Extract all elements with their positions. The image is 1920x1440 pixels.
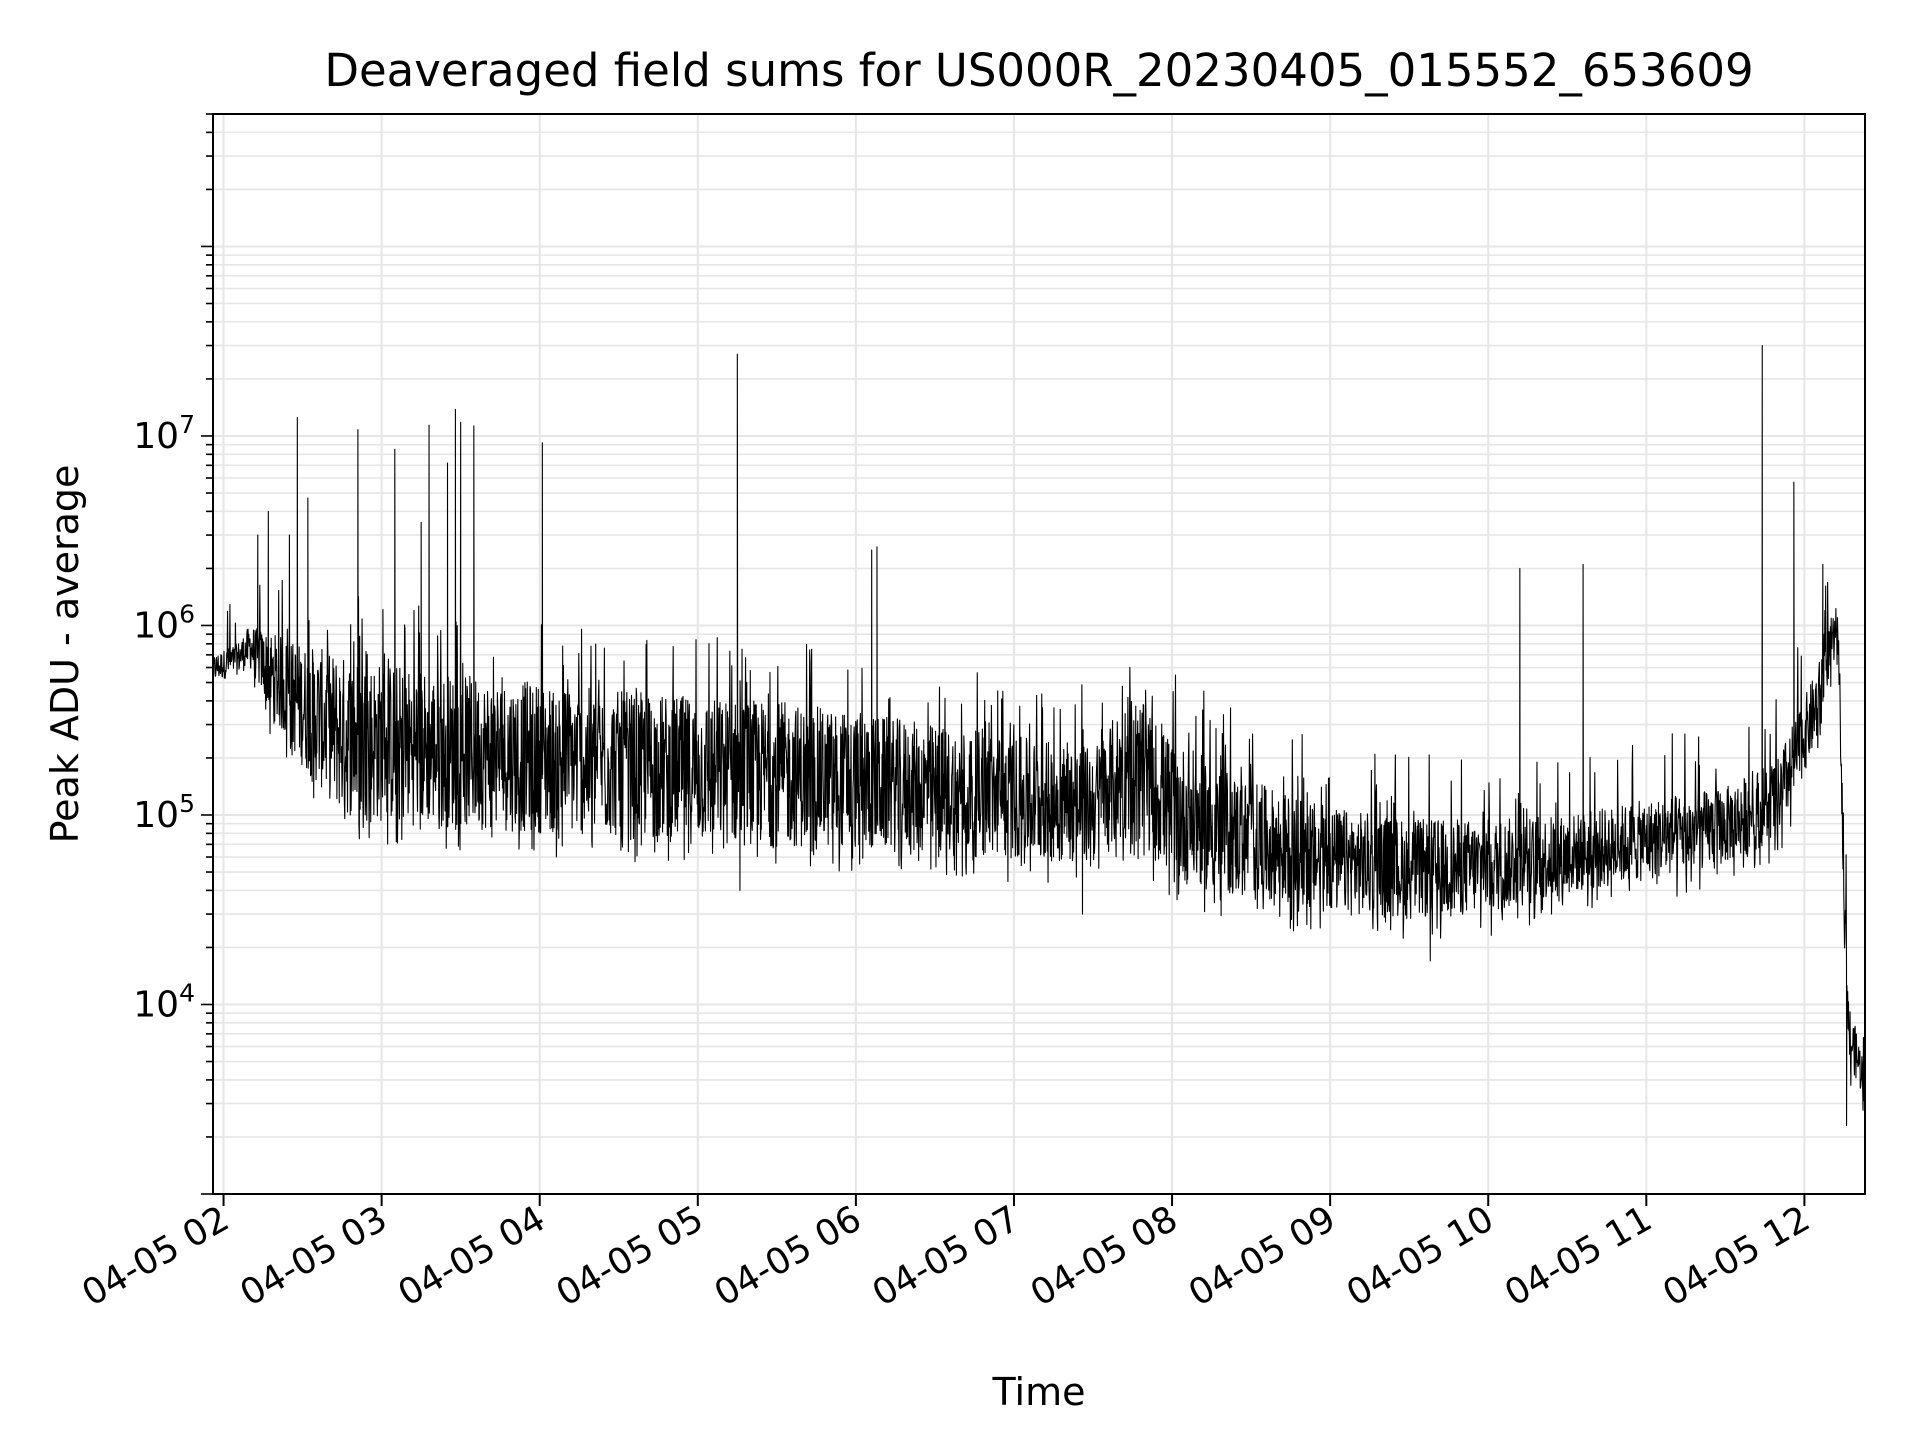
x-tick-label: 04-05 07	[866, 1198, 1027, 1314]
x-tick-label: 04-05 05	[550, 1198, 711, 1314]
y-tick-label: 104	[133, 978, 195, 1025]
y-tick-label: 107	[133, 410, 195, 457]
plot-frame	[212, 113, 1866, 1195]
y-axis-label: Peak ADU - average	[43, 465, 87, 844]
x-tick-label: 04-05 03	[233, 1198, 394, 1314]
x-tick-label: 04-05 08	[1024, 1198, 1185, 1314]
x-axis-label: Time	[992, 1370, 1086, 1414]
y-axis: 104 105 106 107	[133, 410, 195, 1026]
x-tick-label: 04-05 11	[1498, 1198, 1659, 1314]
chart-title: Deaveraged field sums for US000R_2023040…	[324, 44, 1753, 97]
x-tick-label: 04-05 10	[1340, 1198, 1501, 1314]
x-tick-label: 04-05 09	[1182, 1198, 1343, 1314]
y-tick-label: 106	[133, 599, 195, 646]
grid	[201, 113, 1865, 1195]
series-path	[212, 345, 1866, 1126]
x-tick-label: 04-05 02	[75, 1198, 236, 1314]
x-tick-label: 04-05 06	[708, 1198, 869, 1314]
y-tick-label: 105	[133, 789, 195, 836]
x-tick-label: 04-05 04	[392, 1198, 553, 1314]
x-tick-label: 04-05 12	[1656, 1198, 1817, 1314]
series-line	[212, 345, 1866, 1126]
